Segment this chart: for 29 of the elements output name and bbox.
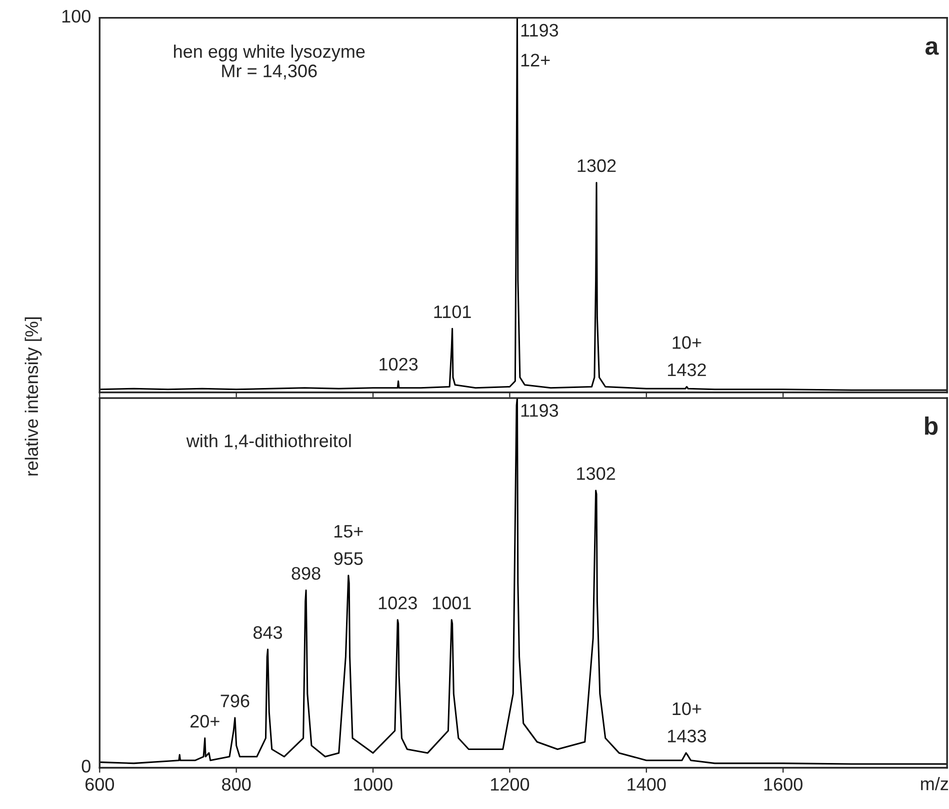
x-tick-label: 800 [222, 778, 251, 791]
annotation: 1193 [521, 404, 558, 417]
x-tick-label: 1600 [764, 778, 802, 791]
text: 0 [82, 760, 90, 773]
annotation: 20+ [190, 714, 220, 728]
annotation: hen egg white lysozyme Mr = 14,306 [174, 44, 365, 80]
annotation: 1023 [378, 596, 417, 610]
x-tick-label: 1200 [491, 778, 530, 791]
annotation: 10+ 1433 [668, 702, 706, 742]
annotation: a [925, 41, 939, 55]
y-axis-title: relative intensity [%] [24, 317, 42, 476]
annotation: 1302 [578, 159, 616, 172]
annotation: 1101 [434, 305, 471, 318]
annotation: 1023 [380, 358, 418, 371]
annotation: 1193 12+ [521, 24, 558, 66]
annotation: 843 [253, 626, 282, 639]
annotation: with 1,4-dithiothreitol [186, 434, 351, 450]
annotation: b [925, 416, 938, 435]
annotation: 1302 [577, 467, 615, 480]
x-tick-label: 600 [86, 778, 114, 791]
annotation: 796 [220, 694, 250, 708]
x-axis-title: m/z [921, 776, 948, 790]
annotation: 15+ 955 [334, 525, 363, 565]
annotation: 1001 [432, 596, 471, 610]
annotation: 10+ 1432 [668, 336, 706, 376]
x-tick-label: 1000 [354, 778, 392, 791]
text: 100 [62, 10, 90, 23]
annotation: 898 [292, 566, 320, 580]
x-tick-label: 1400 [628, 778, 666, 791]
